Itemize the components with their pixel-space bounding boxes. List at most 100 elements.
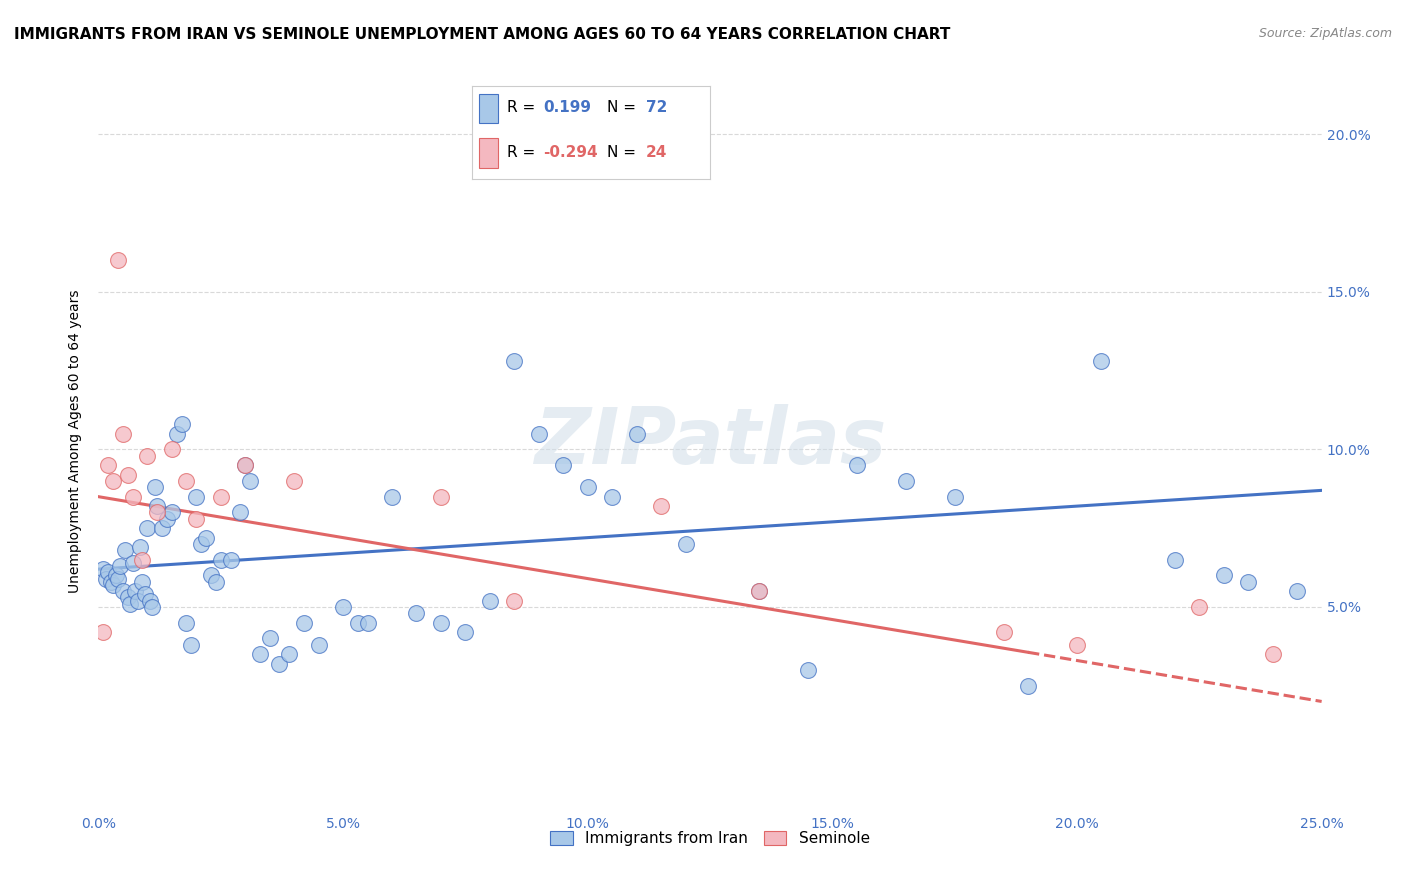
Immigrants from Iran — [454, 625, 477, 640]
Seminole — [748, 584, 770, 599]
Seminole — [160, 442, 183, 457]
Immigrants from Iran — [626, 426, 648, 441]
Immigrants from Iran — [131, 574, 153, 589]
Immigrants from Iran — [600, 490, 623, 504]
Immigrants from Iran — [110, 559, 132, 574]
Seminole — [993, 625, 1015, 640]
Immigrants from Iran — [156, 512, 179, 526]
Immigrants from Iran — [259, 632, 281, 646]
Immigrants from Iran — [1090, 354, 1112, 368]
Immigrants from Iran — [91, 562, 114, 576]
Immigrants from Iran — [381, 490, 404, 504]
Immigrants from Iran — [141, 599, 163, 614]
Immigrants from Iran — [1212, 568, 1234, 582]
Immigrants from Iran — [195, 531, 218, 545]
Immigrants from Iran — [205, 574, 228, 589]
Immigrants from Iran — [120, 597, 142, 611]
Immigrants from Iran — [292, 615, 315, 630]
Immigrants from Iran — [146, 499, 169, 513]
Immigrants from Iran — [233, 458, 256, 472]
Immigrants from Iran — [229, 505, 252, 519]
Immigrants from Iran — [107, 572, 129, 586]
Immigrants from Iran — [308, 638, 330, 652]
Immigrants from Iran — [104, 568, 127, 582]
Immigrants from Iran — [124, 584, 146, 599]
Immigrants from Iran — [503, 354, 526, 368]
Immigrants from Iran — [797, 663, 820, 677]
Immigrants from Iran — [134, 587, 156, 601]
Seminole — [430, 490, 453, 504]
Immigrants from Iran — [748, 584, 770, 599]
Seminole — [107, 253, 129, 268]
Seminole — [186, 512, 208, 526]
Seminole — [176, 474, 198, 488]
Immigrants from Iran — [117, 591, 139, 605]
Immigrants from Iran — [139, 593, 162, 607]
Immigrants from Iran — [100, 574, 122, 589]
Seminole — [101, 474, 124, 488]
Immigrants from Iran — [527, 426, 550, 441]
Immigrants from Iran — [121, 556, 143, 570]
Seminole — [650, 499, 672, 513]
Immigrants from Iran — [478, 593, 501, 607]
Seminole — [117, 467, 139, 482]
Immigrants from Iran — [160, 505, 183, 519]
Immigrants from Iran — [356, 615, 378, 630]
Seminole — [146, 505, 169, 519]
Seminole — [1066, 638, 1088, 652]
Immigrants from Iran — [845, 458, 868, 472]
Immigrants from Iran — [346, 615, 368, 630]
Immigrants from Iran — [430, 615, 453, 630]
Immigrants from Iran — [219, 552, 242, 566]
Immigrants from Iran — [1164, 552, 1187, 566]
Immigrants from Iran — [136, 521, 159, 535]
Immigrants from Iran — [101, 578, 124, 592]
Seminole — [131, 552, 153, 566]
Immigrants from Iran — [239, 474, 262, 488]
Text: ZIPatlas: ZIPatlas — [534, 403, 886, 480]
Immigrants from Iran — [127, 593, 149, 607]
Immigrants from Iran — [1237, 574, 1260, 589]
Immigrants from Iran — [111, 584, 134, 599]
Seminole — [283, 474, 305, 488]
Y-axis label: Unemployment Among Ages 60 to 64 years: Unemployment Among Ages 60 to 64 years — [69, 290, 83, 593]
Immigrants from Iran — [176, 615, 198, 630]
Seminole — [121, 490, 143, 504]
Immigrants from Iran — [180, 638, 202, 652]
Immigrants from Iran — [97, 566, 120, 580]
Immigrants from Iran — [249, 647, 271, 661]
Text: Source: ZipAtlas.com: Source: ZipAtlas.com — [1258, 27, 1392, 40]
Immigrants from Iran — [675, 537, 697, 551]
Immigrants from Iran — [166, 426, 188, 441]
Immigrants from Iran — [209, 552, 232, 566]
Immigrants from Iran — [186, 490, 208, 504]
Immigrants from Iran — [894, 474, 917, 488]
Immigrants from Iran — [114, 543, 136, 558]
Immigrants from Iran — [1017, 679, 1039, 693]
Immigrants from Iran — [332, 599, 354, 614]
Immigrants from Iran — [943, 490, 966, 504]
Immigrants from Iran — [553, 458, 575, 472]
Seminole — [91, 625, 114, 640]
Seminole — [233, 458, 256, 472]
Seminole — [503, 593, 526, 607]
Seminole — [97, 458, 120, 472]
Immigrants from Iran — [405, 606, 427, 620]
Immigrants from Iran — [269, 657, 291, 671]
Immigrants from Iran — [200, 568, 222, 582]
Text: IMMIGRANTS FROM IRAN VS SEMINOLE UNEMPLOYMENT AMONG AGES 60 TO 64 YEARS CORRELAT: IMMIGRANTS FROM IRAN VS SEMINOLE UNEMPLO… — [14, 27, 950, 42]
Immigrants from Iran — [129, 540, 152, 554]
Immigrants from Iran — [1286, 584, 1309, 599]
Seminole — [1261, 647, 1284, 661]
Immigrants from Iran — [143, 480, 166, 494]
Immigrants from Iran — [576, 480, 599, 494]
Immigrants from Iran — [190, 537, 212, 551]
Seminole — [136, 449, 159, 463]
Immigrants from Iran — [170, 417, 193, 432]
Seminole — [1188, 599, 1211, 614]
Immigrants from Iran — [94, 572, 117, 586]
Immigrants from Iran — [278, 647, 301, 661]
Seminole — [111, 426, 134, 441]
Legend: Immigrants from Iran, Seminole: Immigrants from Iran, Seminole — [544, 825, 876, 852]
Seminole — [209, 490, 232, 504]
